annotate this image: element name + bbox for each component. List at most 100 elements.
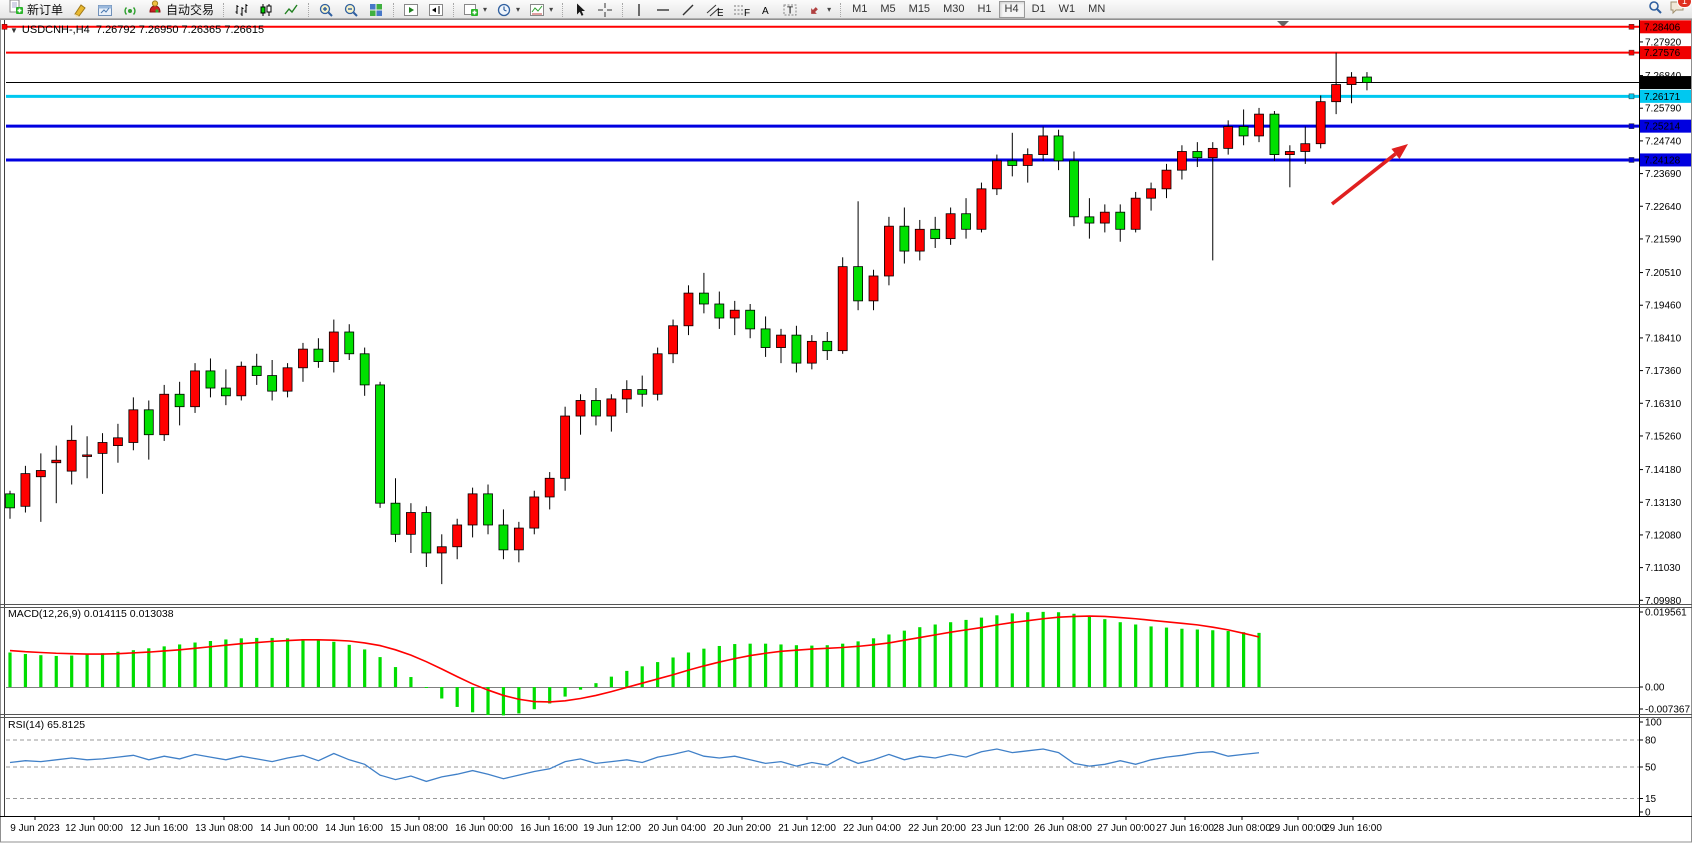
zoom-out-icon[interactable] [339, 0, 363, 19]
new-order-button[interactable]: 新订单 [4, 0, 67, 19]
macd-histogram-bar [702, 648, 706, 687]
line-anchor-marker[interactable] [1628, 157, 1635, 163]
chart-background[interactable] [0, 20, 1692, 843]
macd-histogram-bar [933, 624, 937, 687]
timeframe-m5[interactable]: M5 [874, 1, 901, 18]
candle [113, 437, 123, 447]
timeframe-m30[interactable]: M30 [937, 1, 970, 18]
arrow-head[interactable] [1391, 144, 1408, 160]
candle [1362, 76, 1372, 83]
chart-title[interactable]: ▼ USDCNH-,H4 7.26792 7.26950 7.26365 7.26… [10, 24, 264, 36]
candle [914, 228, 925, 252]
timeframe-d1[interactable]: D1 [1026, 1, 1052, 18]
chart-shift-marker[interactable] [1277, 21, 1289, 27]
time-tick-label: 15 Jun 08:00 [390, 823, 448, 834]
candle [976, 188, 987, 230]
time-tick-label: 14 Jun 16:00 [325, 823, 383, 834]
candle [375, 384, 385, 504]
line-anchor-marker[interactable] [1628, 123, 1635, 129]
text-icon[interactable]: A [755, 0, 777, 19]
text-label-icon[interactable]: T [778, 0, 802, 19]
notifications-button[interactable]: 1 [1669, 0, 1692, 20]
macd-histogram-bar [517, 687, 521, 714]
price-badge [1640, 76, 1691, 90]
macd-signal-line [9, 615, 1260, 703]
tile-windows-icon[interactable] [364, 0, 388, 19]
line-anchor-marker[interactable] [1628, 24, 1635, 30]
search-icon[interactable] [1647, 0, 1663, 20]
trendline-icon[interactable] [676, 0, 700, 19]
candle [313, 348, 324, 362]
auto-trading-button[interactable]: 自动交易 [143, 0, 218, 19]
candlestick-icon[interactable] [254, 0, 278, 19]
chart-shift-icon[interactable] [424, 0, 448, 19]
auto-scroll-icon[interactable] [399, 0, 423, 19]
macd-histogram-bar [193, 642, 197, 687]
timeframe-mn[interactable]: MN [1082, 1, 1111, 18]
macd-histogram-bar [255, 637, 259, 687]
marker-icon[interactable] [68, 0, 92, 19]
periods-button[interactable]: ▾ [492, 0, 524, 19]
arrows-shapes-button[interactable]: ▾ [803, 0, 835, 19]
price-badge-label: 7.26615 [1644, 78, 1681, 89]
time-tick-label: 27 Jun 00:00 [1097, 823, 1155, 834]
price-tick-label: 7.19460 [1645, 301, 1682, 312]
separator [453, 2, 455, 17]
timeframe-m1[interactable]: M1 [846, 1, 873, 18]
time-tick-label: 28 Jun 08:00 [1213, 823, 1271, 834]
candle [961, 213, 971, 230]
equidistant-channel-icon[interactable]: E [701, 0, 727, 19]
vertical-line-icon[interactable] [628, 0, 650, 19]
time-tick-label: 12 Jun 16:00 [130, 823, 188, 834]
candle [591, 400, 601, 417]
candle [776, 334, 786, 348]
candle [760, 328, 771, 348]
fibonacci-icon[interactable]: F [728, 0, 754, 19]
macd-tick-label: -0.007367 [1645, 705, 1690, 716]
template-button[interactable]: ▾ [525, 0, 557, 19]
candle [806, 340, 817, 364]
candle [621, 389, 632, 400]
window-icon[interactable] [93, 0, 117, 19]
line-anchor-marker[interactable] [1, 24, 8, 30]
line-anchor-marker[interactable] [1628, 93, 1635, 100]
candle [436, 546, 447, 554]
macd-histogram-bar [671, 657, 675, 687]
toolbar: 新订单 自动交易 ▾ ▾ ▾ E F A T ▾ [0, 0, 1692, 19]
price-tick-label: 7.09980 [1645, 596, 1682, 607]
timeframe-m15[interactable]: M15 [903, 1, 936, 18]
macd-histogram-bar [794, 645, 799, 687]
chevron-down-icon: ▾ [516, 5, 521, 14]
candle [20, 473, 31, 507]
line-anchor-marker[interactable] [1628, 49, 1635, 56]
arrow-line[interactable] [1330, 152, 1397, 206]
crosshair-icon[interactable] [593, 0, 617, 19]
timeframe-w1[interactable]: W1 [1053, 1, 1082, 18]
candle [868, 275, 879, 302]
bar-chart-icon[interactable] [229, 0, 253, 19]
line-chart-icon[interactable] [279, 0, 303, 19]
macd-histogram-bar [748, 643, 752, 687]
macd-histogram-bar [208, 640, 213, 687]
candle [143, 409, 154, 436]
price-tick-label: 7.18410 [1645, 333, 1682, 344]
add-chart-button[interactable]: ▾ [459, 0, 491, 19]
price-tick-label: 7.14180 [1645, 465, 1682, 476]
macd-histogram-bar [918, 627, 922, 687]
candle [1269, 113, 1280, 155]
zoom-in-icon[interactable] [314, 0, 338, 19]
timeframe-h4[interactable]: H4 [998, 1, 1025, 18]
candle [97, 442, 108, 454]
cursor-icon[interactable] [568, 0, 592, 19]
timeframe-h1[interactable]: H1 [971, 1, 997, 18]
candle [884, 225, 894, 277]
candle [1192, 151, 1203, 159]
horizontal-line-icon[interactable] [651, 0, 675, 19]
macd-histogram-bar [1257, 632, 1261, 687]
svg-text:E: E [717, 8, 723, 18]
macd-histogram-bar [100, 653, 105, 687]
macd-histogram-bar [1211, 630, 1215, 687]
signal-icon[interactable] [118, 0, 142, 19]
separator [223, 2, 225, 17]
